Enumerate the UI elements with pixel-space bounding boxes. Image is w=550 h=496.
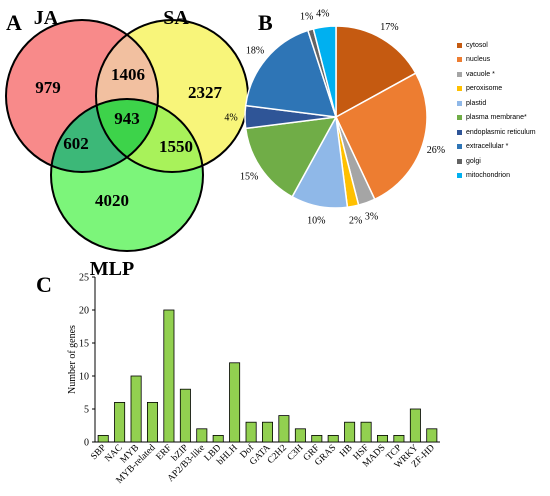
bar-sbp: [97, 434, 109, 443]
legend-item: plasma membrane*: [457, 111, 536, 126]
bar-wrky: [409, 408, 421, 443]
legend-label: vacuole *: [466, 70, 495, 78]
venn-count-ja-sa: 1406: [111, 65, 145, 84]
legend-item: plastid: [457, 96, 536, 111]
legend-item: peroxisome: [457, 82, 536, 97]
pie-legend: cytosol nucleus vacuole * peroxisome plastid…: [457, 38, 536, 183]
y-tick-label: 25: [79, 273, 89, 284]
bar-nac: [114, 401, 126, 443]
venn-count-all: 943: [114, 109, 140, 128]
legend-item: endoplasmic reticulum: [457, 125, 536, 140]
pie-slice-label: 10%: [307, 216, 325, 227]
legend-swatch: [457, 86, 462, 92]
venn-outline-ja: [5, 19, 159, 173]
panel-c-label: C: [36, 272, 52, 297]
legend-swatch: [457, 42, 462, 48]
legend-item: golgi: [457, 154, 536, 169]
legend-label: golgi: [466, 157, 481, 165]
venn-label-sa: SA: [163, 7, 189, 29]
legend-swatch: [457, 115, 462, 121]
legend-swatch: [457, 100, 462, 106]
bar-hsf: [360, 421, 372, 443]
bar-c2h2: [278, 415, 290, 443]
legend-item: extracellular *: [457, 140, 536, 155]
y-tick-label: 5: [84, 405, 89, 416]
panel-b-label: B: [258, 10, 273, 35]
pie-slice-label: 1%: [300, 12, 313, 23]
pie-slice-label: 15%: [240, 172, 258, 183]
pie-slice-label: 17%: [380, 22, 398, 33]
legend-swatch: [457, 144, 462, 150]
bar-myb-related: [146, 401, 158, 443]
venn-count-mlp-only: 4020: [95, 191, 129, 210]
legend-label: mitochondrion: [466, 172, 510, 180]
venn-count-ja-only: 979: [35, 78, 61, 97]
pie-slice-plasma-membrane: [244, 116, 338, 198]
bar-c3h: [294, 428, 306, 443]
venn-count-sa-only: 2327: [188, 83, 223, 102]
pie-slice-label: 26%: [427, 145, 445, 156]
legend-swatch: [457, 158, 462, 164]
venn-label-ja: JA: [34, 7, 59, 29]
legend-label: plasma membrane*: [466, 114, 527, 122]
bar-mads: [376, 434, 388, 443]
y-tick-label: 15: [79, 339, 89, 350]
bar-erf: [163, 309, 175, 443]
pie-slice-label: 2%: [349, 216, 362, 227]
panel-a-label: A: [6, 10, 22, 35]
bar-gras: [327, 434, 339, 443]
legend-item: nucleus: [457, 53, 536, 68]
bar-bzip: [179, 388, 191, 443]
pie-slice-label: 3%: [365, 211, 378, 222]
bar-hb: [344, 421, 356, 443]
legend-label: peroxisome: [466, 85, 503, 93]
x-tick-label: ERF: [155, 443, 174, 462]
bar-zf-hd: [426, 428, 438, 443]
legend-label: nucleus: [466, 56, 491, 64]
venn-outline-mlp: [50, 98, 204, 252]
pie-slice-mitochondrion: [312, 25, 337, 118]
legend-label: plastid: [466, 99, 487, 107]
venn-label-mlp: MLP: [90, 258, 134, 280]
venn-count-ja-mlp: 602: [63, 134, 89, 153]
bar-gata: [261, 421, 273, 443]
bar-bhlh: [229, 362, 241, 443]
y-tick-label: 20: [79, 306, 89, 317]
venn-region-sa-mlp: [96, 99, 203, 172]
x-tick-label: C3H: [286, 443, 306, 463]
legend-item: vacuole *: [457, 67, 536, 82]
bar-ap2-b3-like: [196, 428, 208, 443]
bar-tcp: [393, 434, 405, 443]
venn-region-ja-mlp: [51, 99, 158, 172]
legend-label: extracellular *: [466, 143, 509, 151]
pie-slice-label: 4%: [316, 8, 329, 19]
legend-label: endoplasmic reticulum: [466, 128, 536, 136]
bar-lbd: [212, 434, 224, 443]
legend-swatch: [457, 173, 462, 179]
y-axis-label: Number of genes: [67, 325, 78, 394]
venn-count-sa-mlp: 1550: [159, 137, 193, 156]
pie-slice-nucleus: [335, 72, 428, 201]
bar-dof: [245, 421, 257, 443]
y-tick-label: 0: [84, 438, 89, 449]
pie-slice-extracellular: [244, 29, 338, 118]
legend-swatch: [457, 57, 462, 63]
bar-grf: [311, 434, 323, 443]
pie-slice-cytosol: [335, 25, 417, 119]
legend-swatch: [457, 71, 462, 77]
bar-myb: [130, 375, 142, 443]
legend-item: cytosol: [457, 38, 536, 53]
legend-swatch: [457, 129, 462, 135]
pie-slice-label: 18%: [246, 46, 264, 57]
pie-slice-label: 4%: [224, 113, 237, 124]
legend-label: cytosol: [466, 41, 488, 49]
legend-item: mitochondrion: [457, 169, 536, 184]
y-tick-label: 10: [79, 372, 89, 383]
